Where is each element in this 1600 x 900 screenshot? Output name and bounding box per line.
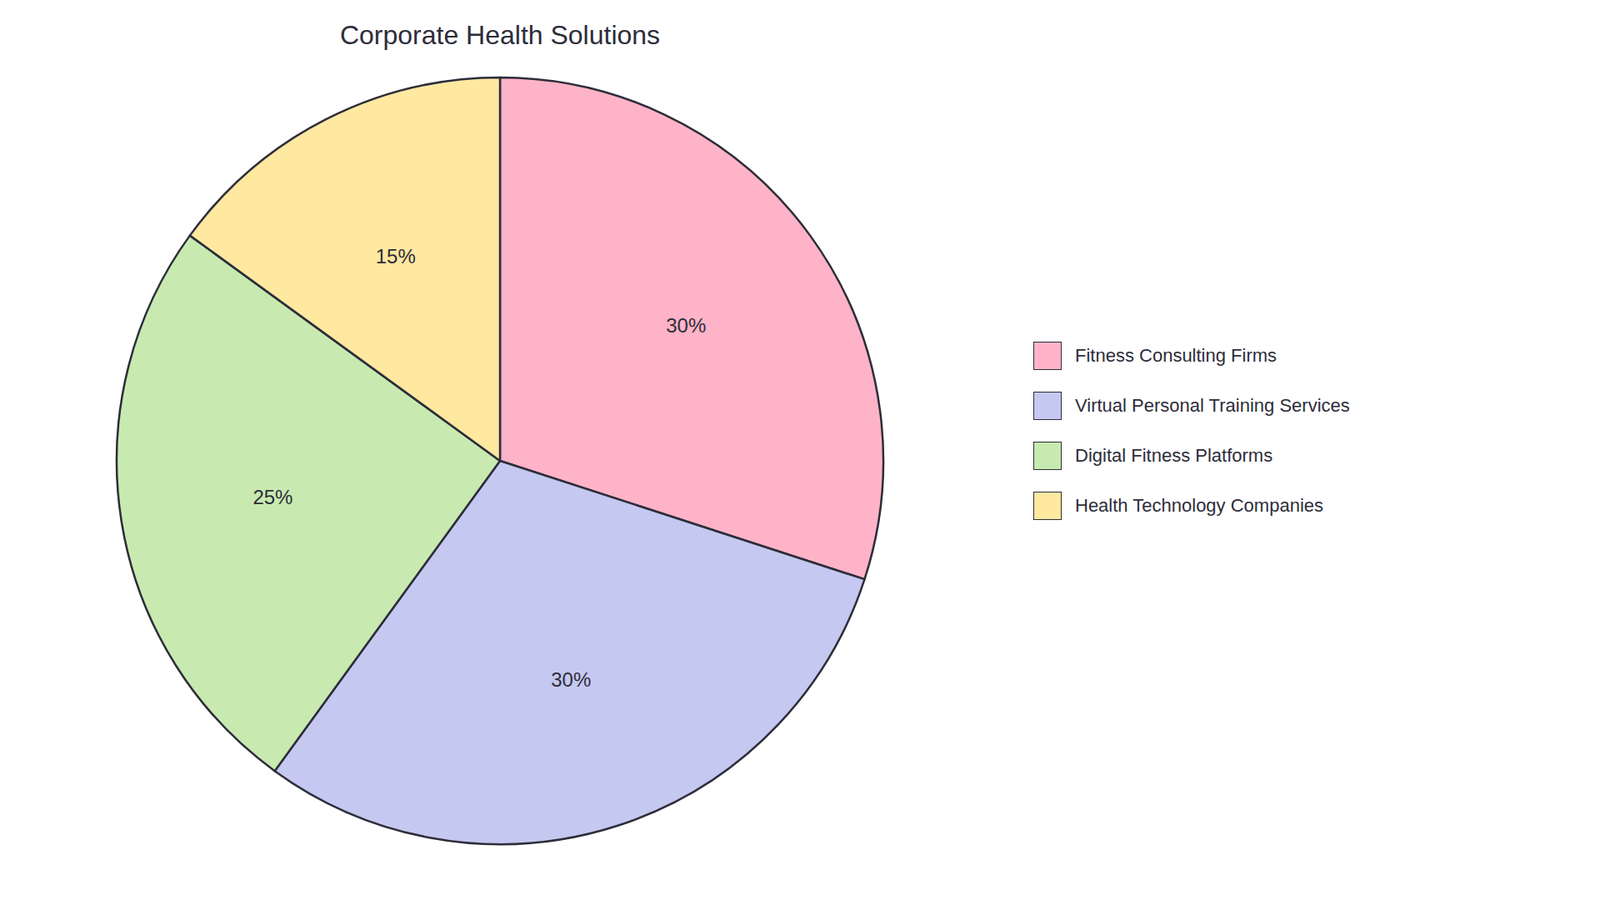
svg-text:30%: 30% [665,314,706,337]
html-text:Digital Fitness Platforms: Digital Fitness Platforms [1075,444,1273,466]
html-text:Health Technology Companies: Health Technology Companies [1075,494,1324,516]
html-text:Virtual Personal Training Serv: Virtual Personal Training Services [1075,394,1350,416]
svg-text:25%: 25% [252,485,293,509]
svg-text:15%: 15% [375,245,416,268]
html-text:Corporate Health Solutions: Corporate Health Solutions [339,20,661,50]
svg-text:30%: 30% [550,668,591,691]
html-text:Fitness Consulting Firms: Fitness Consulting Firms [1075,344,1277,366]
